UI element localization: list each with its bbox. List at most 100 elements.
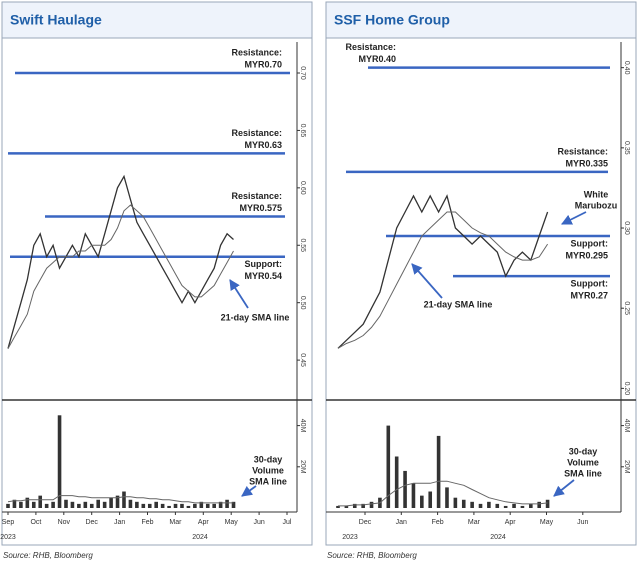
volume-bar: [386, 425, 391, 508]
x-tick-label: May: [225, 519, 239, 526]
volume-bar: [369, 501, 374, 508]
x-tick-label: Dec: [85, 519, 98, 526]
volume-bar: [212, 503, 216, 508]
level-label: Support:: [571, 238, 609, 248]
price-line: [7, 174, 234, 349]
volume-bar: [503, 505, 508, 508]
y-tick-label: 0.60: [299, 181, 306, 195]
annotation: Volume: [567, 457, 599, 467]
volume-bar: [352, 503, 357, 508]
annotation: Volume: [252, 465, 284, 475]
annotation-arrow: [241, 485, 257, 497]
x-tick-label: Dec: [359, 519, 372, 526]
annotation: 21-day SMA line: [221, 312, 290, 322]
volume-bar: [154, 501, 158, 508]
x-tick-label: Oct: [30, 519, 41, 526]
volume-bar: [147, 503, 152, 508]
level-value: MYR0.70: [244, 59, 282, 69]
x-tick-label: Mar: [169, 519, 182, 526]
volume-bar: [420, 495, 424, 508]
volume-bar: [205, 503, 210, 508]
volume-bar: [361, 503, 365, 508]
volume-bar: [51, 501, 55, 508]
volume-bar: [141, 503, 146, 508]
volume-bar: [83, 501, 88, 508]
volume-bar: [135, 501, 139, 508]
volume-bar: [470, 501, 474, 508]
x-tick-label: Apr: [198, 519, 210, 526]
y-tick-label: 0.25: [623, 301, 630, 315]
y-tick-label: 0.45: [299, 353, 306, 367]
source-note: Source: RHB, Bloomberg: [3, 551, 93, 560]
volume-bar: [478, 503, 483, 508]
annotation: 21-day SMA line: [424, 299, 493, 309]
year-label: 2023: [0, 534, 16, 541]
volume-bar: [70, 501, 75, 508]
price-line: [337, 194, 549, 349]
title-bar: [325, 1, 637, 39]
x-tick-label: Feb: [432, 519, 444, 526]
volume-bar: [411, 483, 416, 508]
level-label: Resistance:: [557, 146, 608, 156]
level-label: Resistance:: [345, 42, 396, 52]
y-tick-label: 0.30: [623, 221, 630, 235]
volume-bar: [461, 499, 466, 508]
volume-bar: [6, 503, 10, 508]
x-tick-label: Jan: [396, 519, 407, 526]
year-label: 2024: [192, 534, 208, 541]
x-tick-label: Jan: [114, 519, 125, 526]
volume-sma-line: [338, 480, 548, 507]
volume-bar: [545, 499, 550, 508]
vol-tick-label: 20M: [623, 460, 630, 474]
year-label: 2023: [342, 534, 358, 541]
volume-bar: [44, 503, 49, 508]
volume-bar: [180, 503, 184, 508]
vol-tick-label: 40M: [623, 419, 630, 433]
annotation-arrow: [561, 211, 587, 225]
x-tick-label: Nov: [58, 519, 71, 526]
y-tick-label: 0.20: [623, 382, 630, 396]
level-label: Resistance:: [231, 47, 282, 57]
level-label: Resistance:: [231, 128, 282, 138]
volume-bar: [487, 501, 491, 508]
volume-bar: [57, 415, 62, 508]
volume-bar: [225, 499, 229, 508]
volume-bar: [160, 503, 165, 508]
y-tick-label: 0.70: [299, 66, 306, 80]
panel-title: Swift Haulage: [10, 12, 102, 28]
volume-bar: [231, 501, 236, 508]
volume-bar: [537, 501, 542, 508]
x-tick-label: Jun: [253, 519, 264, 526]
level-label: Resistance:: [231, 191, 282, 201]
volume-bar: [218, 501, 223, 508]
annotation: 30-day: [569, 446, 598, 456]
level-value: MYR0.54: [244, 271, 282, 281]
annotation: SMA line: [249, 476, 287, 486]
volume-bar: [495, 503, 500, 508]
volume-bar: [64, 499, 68, 508]
volume-bar: [453, 497, 458, 508]
level-value: MYR0.63: [244, 140, 282, 150]
x-tick-label: May: [540, 519, 554, 526]
sma-line: [337, 211, 549, 349]
annotation-arrow: [229, 279, 249, 309]
x-tick-label: Mar: [468, 519, 481, 526]
annotation: SMA line: [564, 468, 602, 478]
volume-bar: [38, 495, 43, 508]
annotation: White: [584, 189, 609, 199]
volume-bar: [394, 456, 399, 508]
volume-bar: [96, 499, 101, 508]
x-tick-label: Sep: [2, 519, 15, 526]
panel-title: SSF Home Group: [334, 12, 450, 28]
volume-bar: [31, 501, 36, 508]
volume-bar: [89, 503, 94, 508]
title-bar: [1, 1, 313, 39]
volume-bar: [428, 491, 433, 508]
volume-bar: [77, 503, 81, 508]
volume-sma-line: [7, 495, 234, 504]
volume-bar: [403, 470, 407, 508]
year-label: 2024: [490, 534, 506, 541]
x-tick-label: Jul: [283, 519, 292, 526]
